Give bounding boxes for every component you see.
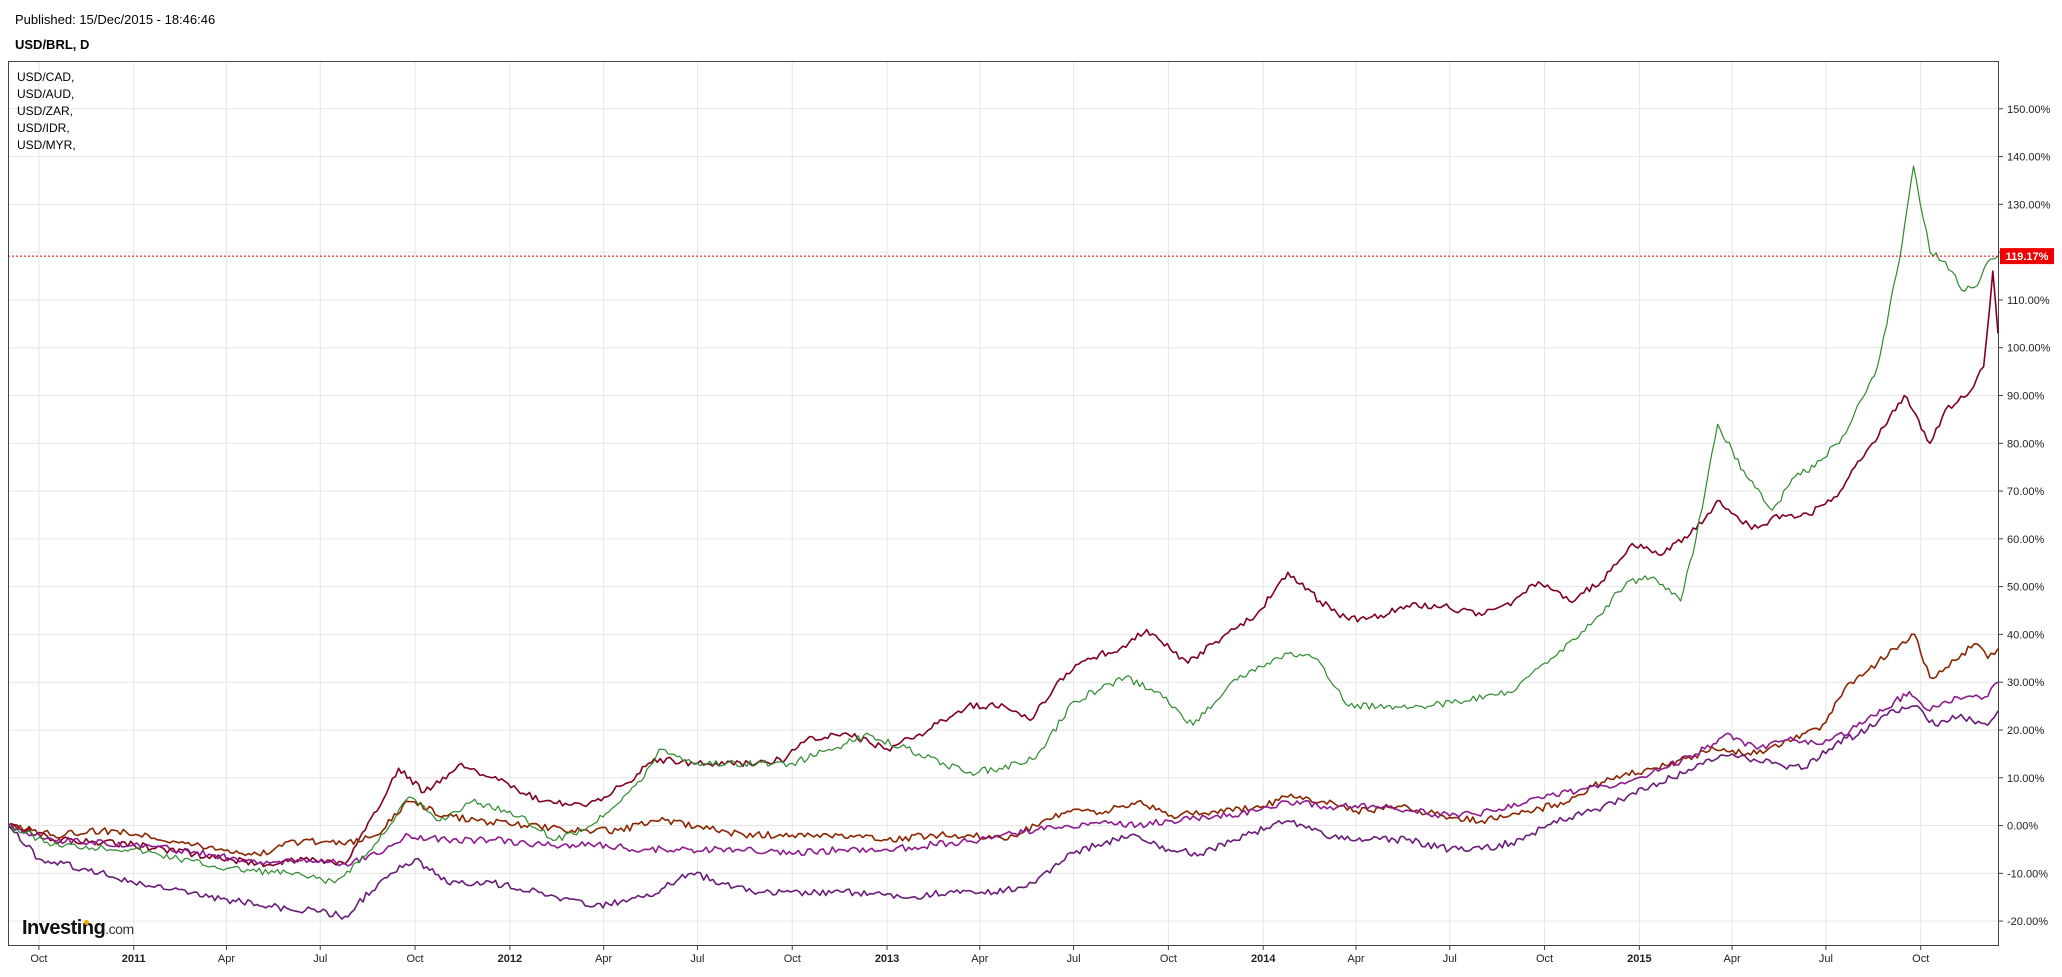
x-tick-label: Oct — [784, 953, 801, 965]
x-tick-label: Oct — [407, 953, 424, 965]
x-tick-label: Apr — [971, 953, 988, 965]
y-tick-label: -10.00% — [2007, 868, 2048, 880]
y-tick-label: 130.00% — [2007, 199, 2051, 211]
y-tick-label: 90.00% — [2007, 390, 2045, 402]
brand-suffix: .com — [105, 921, 134, 937]
x-tick-label: 2015 — [1627, 953, 1651, 965]
x-tick-label: Oct — [30, 953, 47, 965]
x-axis: Oct 2011 Apr Jul Oct 2012 Apr Jul Oct 2013 Apr Jul O… — [30, 945, 1929, 965]
series-line-usd-zar — [7, 705, 1999, 920]
x-tick-label: 2011 — [122, 953, 146, 965]
series-line-usd-brl — [7, 165, 1999, 885]
plot-frame — [8, 61, 1999, 946]
x-tick-label: Oct — [1160, 953, 1177, 965]
x-tick-label: Oct — [1536, 953, 1553, 965]
x-tick-label: 2014 — [1251, 953, 1276, 965]
legend-item-usd-myr: USD/MYR, — [17, 138, 76, 152]
legend-item-usd-cad: USD/CAD, — [17, 70, 75, 84]
y-tick-label: 10.00% — [2007, 773, 2045, 785]
investing-logo: Investing.com — [22, 917, 134, 940]
legend-item-usd-aud: USD/AUD, — [17, 87, 75, 101]
x-tick-label: 2013 — [875, 953, 899, 965]
x-tick-label: Apr — [218, 953, 235, 965]
x-tick-label: Apr — [1724, 953, 1741, 965]
series-line-usd-idr — [7, 681, 1999, 867]
x-tick-label: Jul — [690, 953, 704, 965]
y-tick-label: 150.00% — [2007, 104, 2051, 116]
y-tick-label: 50.00% — [2007, 582, 2045, 594]
y-tick-label: 140.00% — [2007, 152, 2051, 164]
price-tag-label: 119.17% — [2006, 251, 2049, 263]
y-tick-label: 40.00% — [2007, 629, 2045, 641]
y-tick-label: 110.00% — [2007, 295, 2050, 307]
series-line-usd-aud — [7, 633, 1999, 857]
series-group — [7, 165, 1999, 920]
legend: USD/CAD, USD/AUD, USD/ZAR, USD/IDR, USD/… — [17, 69, 76, 154]
y-tick-label: 80.00% — [2007, 438, 2045, 450]
grid-lines — [8, 61, 1998, 945]
y-tick-label: -20.00% — [2007, 916, 2048, 928]
x-tick-label: Jul — [1067, 953, 1081, 965]
current-price-marker: 119.17% — [8, 248, 2054, 265]
brand-name: Investing — [22, 917, 106, 939]
published-timestamp: Published: 15/Dec/2015 - 18:46:46 — [15, 12, 216, 27]
legend-item-usd-zar: USD/ZAR, — [17, 104, 74, 118]
y-tick-label: 70.00% — [2007, 486, 2045, 498]
chart-svg[interactable]: -20.00% -10.00% 0.00% 10.00% 20.00% 30.00% 40.… — [7, 61, 2054, 971]
y-tick-label: 60.00% — [2007, 534, 2045, 546]
logo-accent-dot — [84, 920, 89, 925]
y-tick-label: 20.00% — [2007, 725, 2045, 737]
x-tick-label: 2012 — [498, 953, 522, 965]
x-tick-label: Jul — [313, 953, 327, 965]
chart-area[interactable]: -20.00% -10.00% 0.00% 10.00% 20.00% 30.00% 40.… — [7, 61, 2054, 971]
y-axis: -20.00% -10.00% 0.00% 10.00% 20.00% 30.00% 40.… — [1998, 104, 2051, 928]
series-line-usd-cad — [7, 270, 1999, 868]
x-tick-label: Oct — [1912, 953, 1929, 965]
x-tick-label: Jul — [1819, 953, 1833, 965]
y-tick-label: 0.00% — [2007, 821, 2038, 833]
price-tag-bg — [2000, 248, 2054, 265]
chart-symbol-title: USD/BRL, D — [15, 37, 90, 52]
legend-item-usd-idr: USD/IDR, — [17, 121, 70, 135]
x-tick-label: Jul — [1443, 953, 1457, 965]
y-tick-label: 100.00% — [2007, 343, 2051, 355]
x-tick-label: Apr — [595, 953, 612, 965]
x-tick-label: Apr — [1347, 953, 1364, 965]
y-tick-label: 30.00% — [2007, 677, 2045, 689]
